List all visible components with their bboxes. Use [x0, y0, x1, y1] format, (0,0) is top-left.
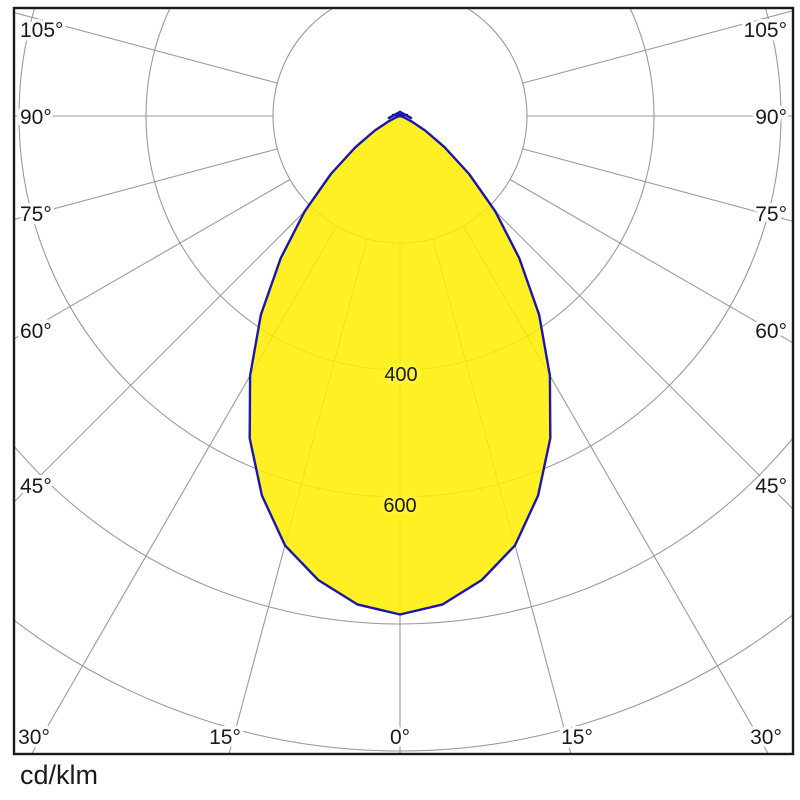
intensity-curve [248, 114, 552, 616]
angle-label-left-75: 75° [20, 203, 52, 226]
angle-label-left-105: 105° [20, 19, 63, 42]
radial-line-l45 [14, 205, 311, 503]
ring-value-label-400: 400 [384, 364, 417, 386]
radial-line-r105 [522, 10, 793, 84]
angle-label-bottom-15: 15° [561, 726, 593, 749]
radial-line-l60 [14, 179, 291, 340]
angle-label-right-45: 45° [755, 475, 787, 498]
ring-value-label-600: 600 [383, 495, 416, 517]
radial-line-r45 [489, 205, 793, 510]
angle-label-bottom-15: 15° [209, 726, 241, 749]
angle-label-bottom-30: 30° [18, 726, 50, 749]
angle-label-left-45: 45° [20, 475, 52, 498]
radial-line-r60 [509, 179, 793, 344]
unit-label: cd/klm [20, 760, 99, 790]
chart-frame [12, 6, 795, 756]
angle-label-right-60: 60° [755, 320, 787, 343]
apex-marker [387, 110, 413, 120]
angle-label-right-75: 75° [755, 203, 787, 226]
angle-label-left-90: 90° [20, 106, 52, 129]
angle-label-bottom-30: 30° [750, 726, 782, 749]
radial-line-l105 [14, 12, 278, 84]
angle-label-bottom-0: 0° [390, 726, 410, 749]
radial-line-r75 [522, 148, 793, 222]
angle-label-right-90: 90° [755, 106, 787, 129]
radial-line-l75 [14, 148, 278, 220]
angle-label-right-105: 105° [744, 19, 787, 42]
angle-label-left-60: 60° [20, 320, 52, 343]
